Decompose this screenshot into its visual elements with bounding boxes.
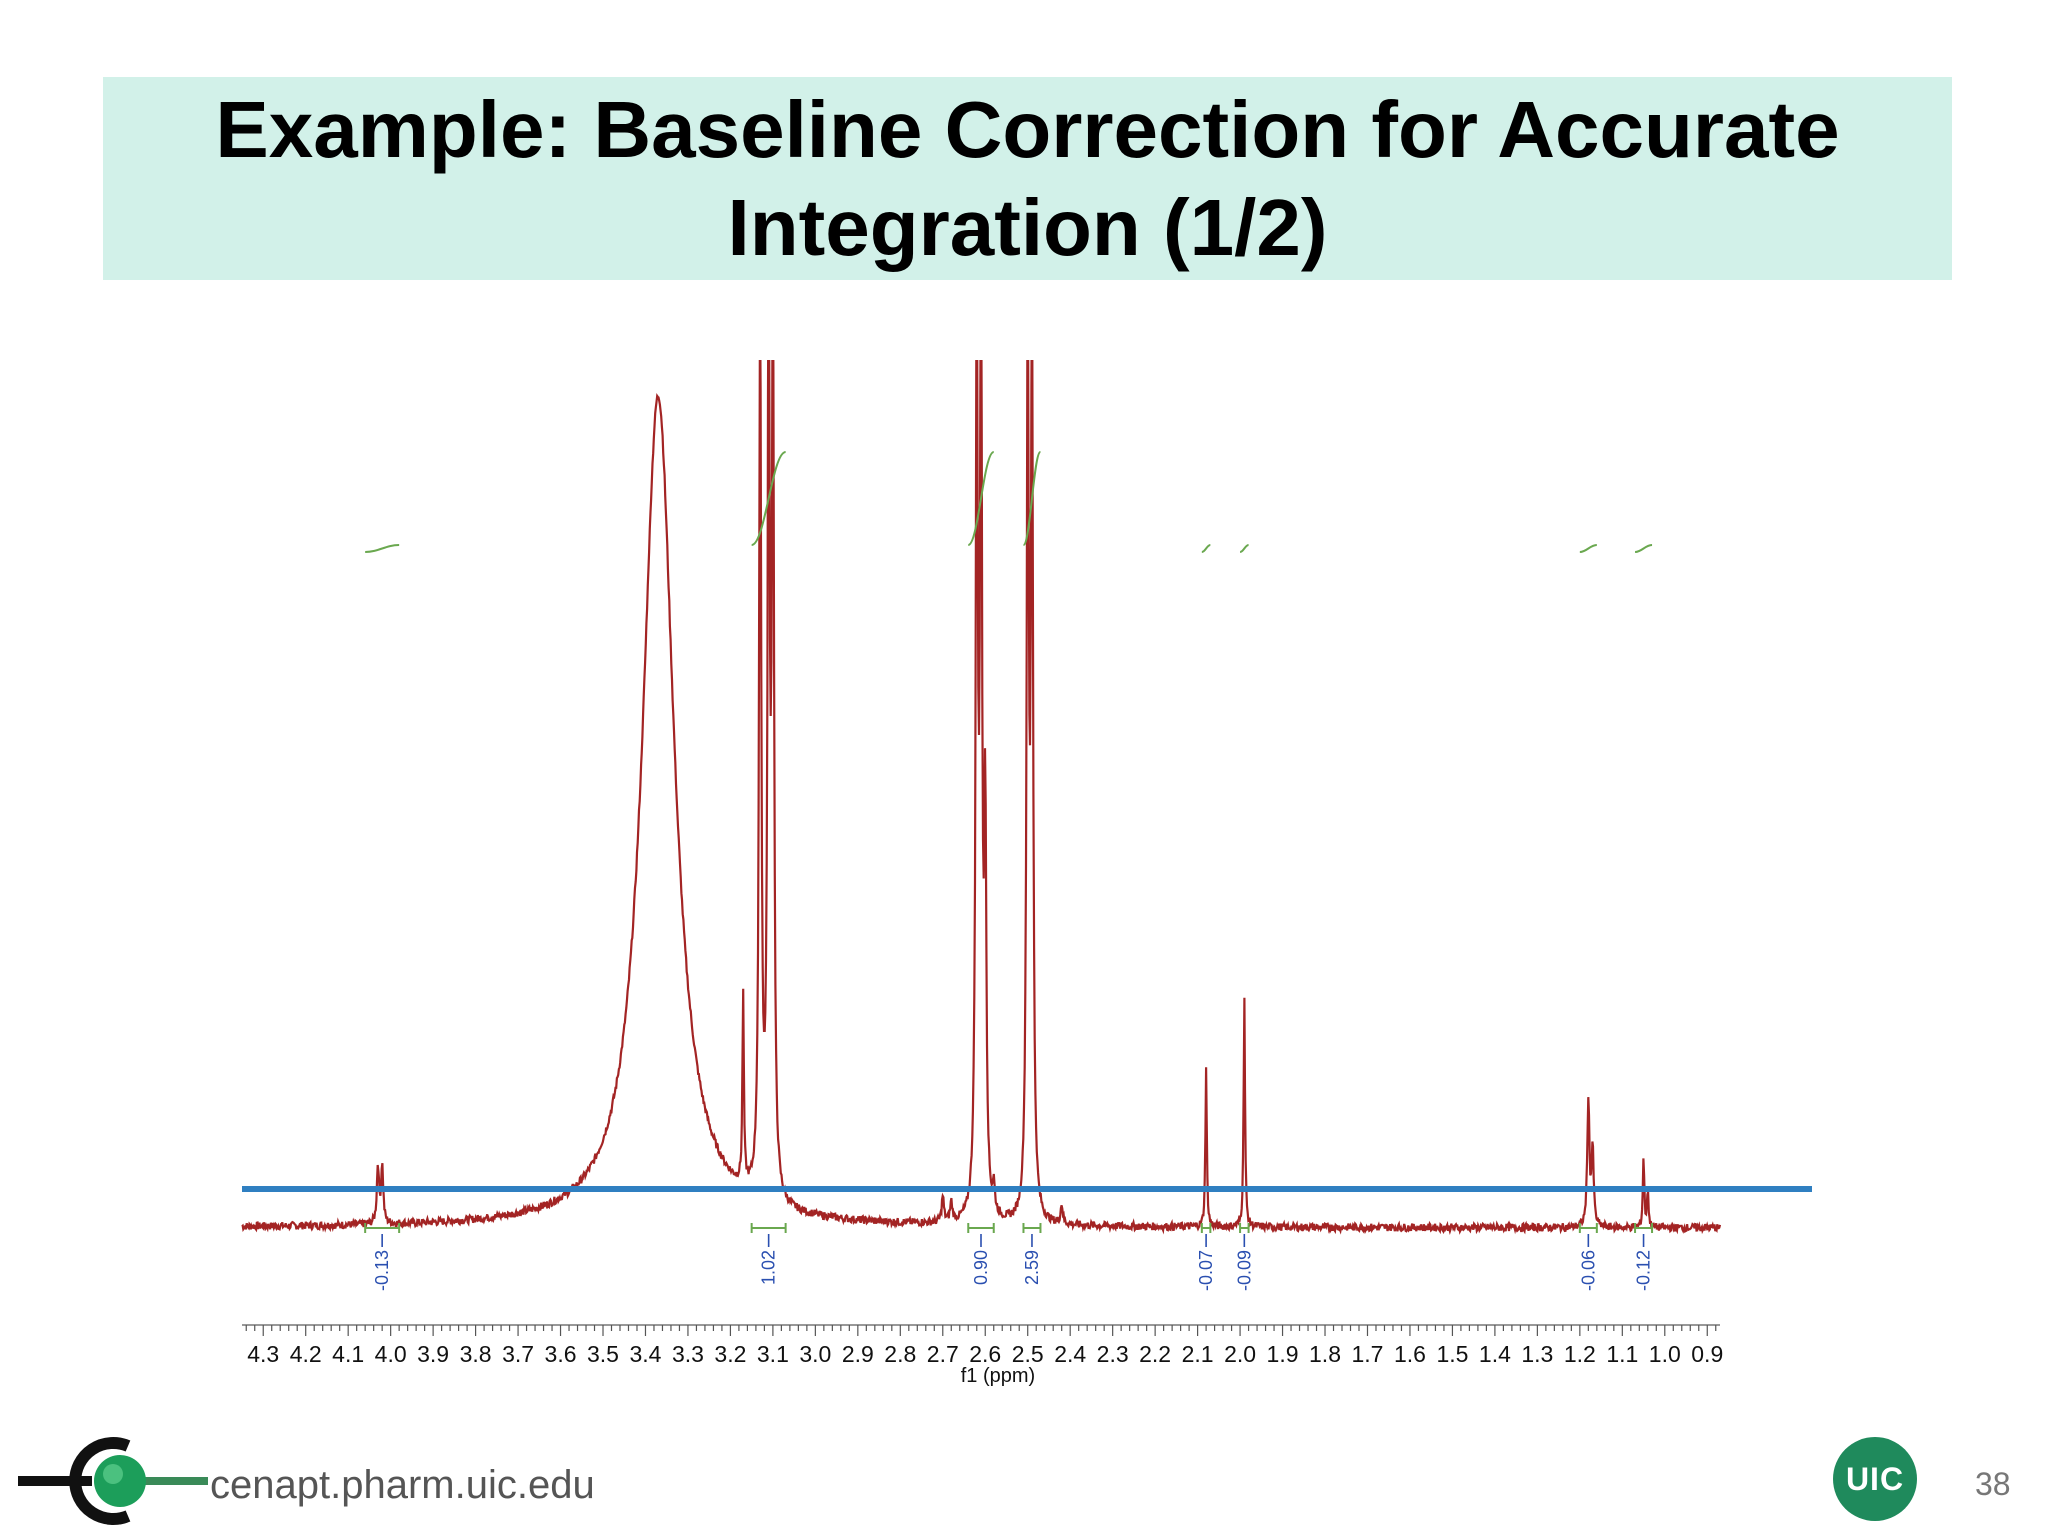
x-tick-label: 1.0 bbox=[1649, 1341, 1681, 1367]
integral-bracket bbox=[1239, 1223, 1250, 1233]
x-tick-label: 1.3 bbox=[1521, 1341, 1553, 1367]
x-tick-label: 2.4 bbox=[1054, 1341, 1086, 1367]
integral-value-label: -0.06 bbox=[1578, 1250, 1598, 1291]
integral-curve bbox=[1239, 544, 1249, 553]
integral-value-label: -0.12 bbox=[1634, 1250, 1654, 1291]
integral-curve bbox=[1201, 544, 1211, 553]
x-tick-label: 2.2 bbox=[1139, 1341, 1171, 1367]
integral-curve bbox=[1634, 544, 1653, 553]
page-number: 38 bbox=[1975, 1466, 2011, 1502]
x-tick-label: 1.7 bbox=[1351, 1341, 1383, 1367]
x-tick-label: 3.3 bbox=[672, 1341, 704, 1367]
uic-badge-text: UIC bbox=[1845, 1460, 1905, 1497]
integral-curve bbox=[1579, 544, 1597, 553]
integral-curve bbox=[967, 451, 995, 546]
x-tick-label: 1.5 bbox=[1436, 1341, 1468, 1367]
page-title: Example: Baseline Correction for Accurat… bbox=[215, 84, 1840, 272]
integral-bracket bbox=[1578, 1223, 1598, 1233]
x-tick-label: 2.5 bbox=[1012, 1341, 1044, 1367]
spectrum-trace bbox=[241, 360, 1722, 1236]
x-tick-label: 2.8 bbox=[884, 1341, 916, 1367]
x-axis-title: f1 (ppm) bbox=[961, 1365, 1035, 1387]
integral-bracket bbox=[967, 1223, 995, 1233]
integral-curve bbox=[1022, 451, 1042, 546]
x-tick-label: 3.2 bbox=[714, 1341, 746, 1367]
integral-curve bbox=[751, 451, 787, 546]
x-tick-label: 3.0 bbox=[799, 1341, 831, 1367]
title-band: Example: Baseline Correction for Accurat… bbox=[103, 77, 1952, 280]
integral-bracket bbox=[1200, 1223, 1212, 1233]
x-tick-label: 1.6 bbox=[1394, 1341, 1426, 1367]
integral-value-label: -0.13 bbox=[372, 1250, 392, 1291]
x-tick-label: 3.4 bbox=[629, 1341, 661, 1367]
x-tick-label: 0.9 bbox=[1691, 1341, 1723, 1367]
x-tick-label: 3.8 bbox=[460, 1341, 492, 1367]
x-tick-label: 3.1 bbox=[757, 1341, 789, 1367]
integral-bracket bbox=[1634, 1223, 1654, 1233]
x-tick-label: 2.7 bbox=[927, 1341, 959, 1367]
x-tick-label: 1.2 bbox=[1564, 1341, 1596, 1367]
x-tick-label: 1.8 bbox=[1309, 1341, 1341, 1367]
integral-value-label: 1.02 bbox=[759, 1250, 779, 1285]
x-tick-label: 3.9 bbox=[417, 1341, 449, 1367]
integral-value-label: -0.07 bbox=[1196, 1250, 1216, 1291]
integral-value-label: -0.09 bbox=[1234, 1250, 1254, 1291]
x-tick-label: 1.1 bbox=[1606, 1341, 1638, 1367]
integral-bracket bbox=[750, 1223, 787, 1233]
x-tick-label: 4.3 bbox=[247, 1341, 279, 1367]
x-tick-label: 3.6 bbox=[545, 1341, 577, 1367]
integral-value-label: 2.59 bbox=[1022, 1250, 1042, 1285]
x-tick-label: 2.1 bbox=[1182, 1341, 1214, 1367]
integral-curve bbox=[365, 544, 400, 553]
uic-badge: UIC bbox=[1833, 1437, 1917, 1521]
x-tick-label: 4.0 bbox=[375, 1341, 407, 1367]
cenapt-logo bbox=[18, 1437, 208, 1525]
x-tick-label: 2.3 bbox=[1097, 1341, 1129, 1367]
integral-bracket bbox=[1022, 1223, 1042, 1233]
x-tick-label: 3.7 bbox=[502, 1341, 534, 1367]
footer-url: cenapt.pharm.uic.edu bbox=[210, 1463, 595, 1507]
x-tick-label: 3.5 bbox=[587, 1341, 619, 1367]
x-tick-label: 1.9 bbox=[1267, 1341, 1299, 1367]
x-tick-label: 4.2 bbox=[290, 1341, 322, 1367]
x-tick-label: 2.9 bbox=[842, 1341, 874, 1367]
x-tick-label: 1.4 bbox=[1479, 1341, 1511, 1367]
x-tick-label: 2.6 bbox=[969, 1341, 1001, 1367]
x-tick-label: 4.1 bbox=[332, 1341, 364, 1367]
x-tick-label: 2.0 bbox=[1224, 1341, 1256, 1367]
integral-value-label: 0.90 bbox=[971, 1250, 991, 1285]
integral-bracket bbox=[364, 1223, 401, 1233]
